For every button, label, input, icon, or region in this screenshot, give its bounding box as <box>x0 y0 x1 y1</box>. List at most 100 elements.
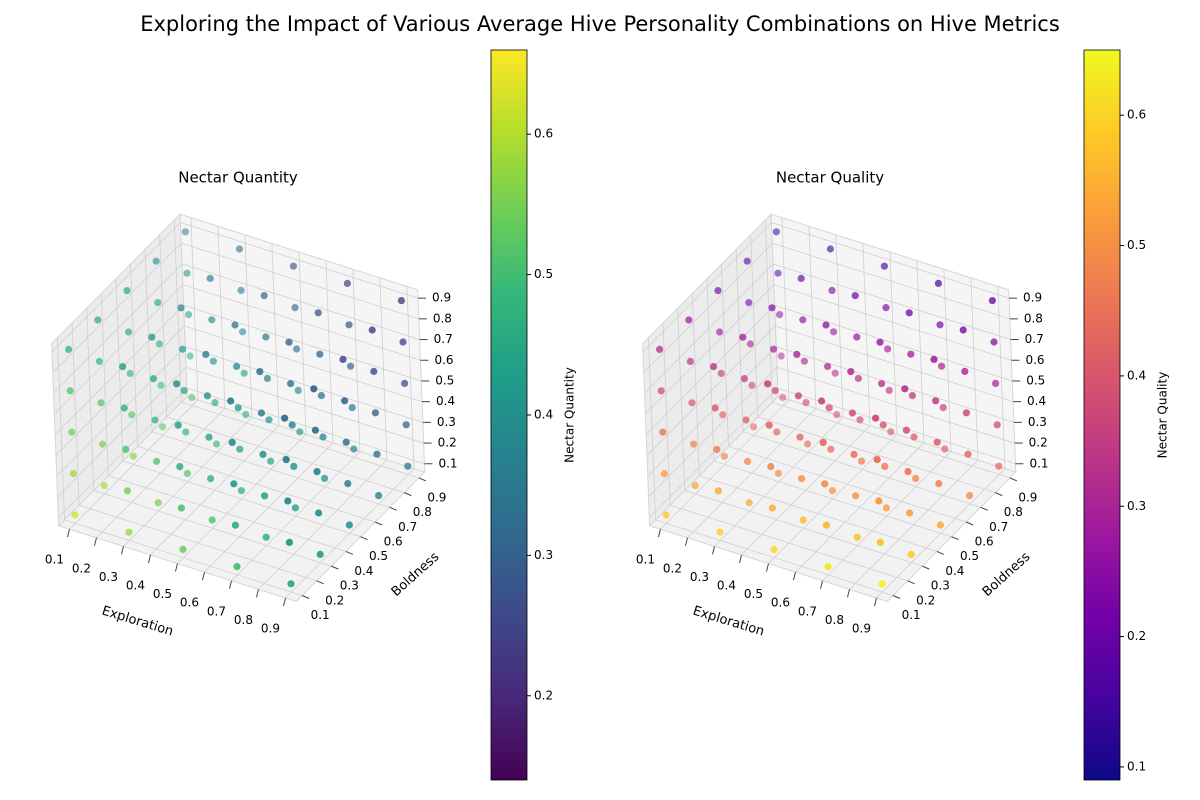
y-tick-label: 0.8 <box>413 505 432 519</box>
data-point <box>852 492 860 500</box>
y-tick <box>922 565 930 570</box>
data-point <box>181 228 189 236</box>
y-tick <box>892 595 901 599</box>
data-point <box>129 452 137 460</box>
data-point <box>345 321 353 329</box>
data-point <box>904 468 912 476</box>
grid-line <box>180 222 419 299</box>
data-point <box>717 369 725 377</box>
data-point <box>228 438 236 446</box>
data-point <box>182 428 190 436</box>
x-tick <box>792 572 796 581</box>
colorbar-tick-label: 0.6 <box>1127 108 1146 122</box>
data-point <box>878 580 886 588</box>
data-point <box>961 367 969 375</box>
data-point <box>173 380 181 388</box>
grid-line <box>646 325 776 456</box>
data-point <box>825 404 833 412</box>
y-tick-label: 0.4 <box>354 564 373 578</box>
grid-line <box>181 401 420 479</box>
x-tick <box>282 597 286 607</box>
data-point <box>800 357 809 365</box>
data-point <box>719 411 727 419</box>
data-point <box>316 550 324 559</box>
data-point <box>995 462 1003 470</box>
data-point <box>231 521 239 529</box>
data-point <box>688 399 696 407</box>
data-point <box>341 397 349 405</box>
data-point <box>768 504 777 512</box>
y-tick-label: 0.7 <box>398 520 417 534</box>
data-point <box>188 393 196 401</box>
x-tick <box>873 597 877 607</box>
data-point <box>261 492 269 500</box>
data-point <box>799 516 807 524</box>
grid-line <box>51 222 181 353</box>
x-tick <box>711 546 715 555</box>
grid-line <box>649 387 779 518</box>
data-point <box>183 469 191 477</box>
colorbar-tick-label: 0.6 <box>534 127 553 141</box>
y-tick <box>345 550 354 555</box>
data-point <box>287 380 295 388</box>
data-point <box>348 404 356 412</box>
data-point <box>126 369 134 377</box>
x-tick <box>120 546 124 555</box>
data-point <box>208 316 216 324</box>
data-point <box>826 245 835 253</box>
data-point <box>242 411 250 419</box>
data-point <box>179 345 187 353</box>
data-point <box>237 286 245 294</box>
data-point <box>289 262 297 270</box>
grid-line <box>645 304 775 435</box>
data-point <box>294 386 302 394</box>
data-point <box>157 381 165 389</box>
data-point <box>941 445 949 453</box>
data-point <box>848 409 857 417</box>
grid-line <box>122 460 361 538</box>
y-tick-label: 0.8 <box>1004 505 1023 519</box>
grid-line <box>684 490 923 567</box>
data-point <box>344 480 352 488</box>
data-point <box>205 433 213 441</box>
data-point <box>882 304 890 312</box>
data-point <box>743 257 751 265</box>
data-point <box>773 428 781 436</box>
data-point <box>347 362 355 370</box>
data-point <box>97 399 105 407</box>
data-point <box>910 433 918 441</box>
y-tick-label: 0.2 <box>916 593 935 607</box>
figure-title: Exploring the Impact of Various Average … <box>140 12 1060 36</box>
data-point <box>71 511 79 519</box>
data-point <box>213 440 221 448</box>
data-point <box>875 497 883 505</box>
data-point <box>686 357 695 365</box>
z-tick-label: 0.6 <box>1025 353 1044 367</box>
data-point <box>799 316 807 324</box>
grid-line <box>728 445 967 523</box>
data-point <box>659 428 667 436</box>
data-point <box>154 499 162 507</box>
colorbar-tick-label: 0.3 <box>1127 499 1146 513</box>
subplot-title: Nectar Quality <box>776 169 884 187</box>
y-tick-label: 0.9 <box>427 490 446 504</box>
data-point <box>872 414 880 422</box>
data-point <box>291 304 299 312</box>
grid-line <box>184 325 423 403</box>
data-point <box>399 338 407 346</box>
data-point <box>882 504 891 512</box>
data-point <box>938 362 946 370</box>
z-tick-label: 0.4 <box>436 394 455 408</box>
data-point <box>878 380 886 388</box>
data-point <box>262 333 270 341</box>
z-tick-label: 0.8 <box>433 311 452 325</box>
data-point <box>339 355 347 363</box>
data-point <box>185 311 193 319</box>
x-tick-label: 0.5 <box>744 587 763 601</box>
data-point <box>293 345 301 353</box>
x-tick <box>657 529 661 538</box>
data-point <box>265 416 273 424</box>
grid-line <box>775 325 1014 403</box>
data-point <box>370 367 378 375</box>
